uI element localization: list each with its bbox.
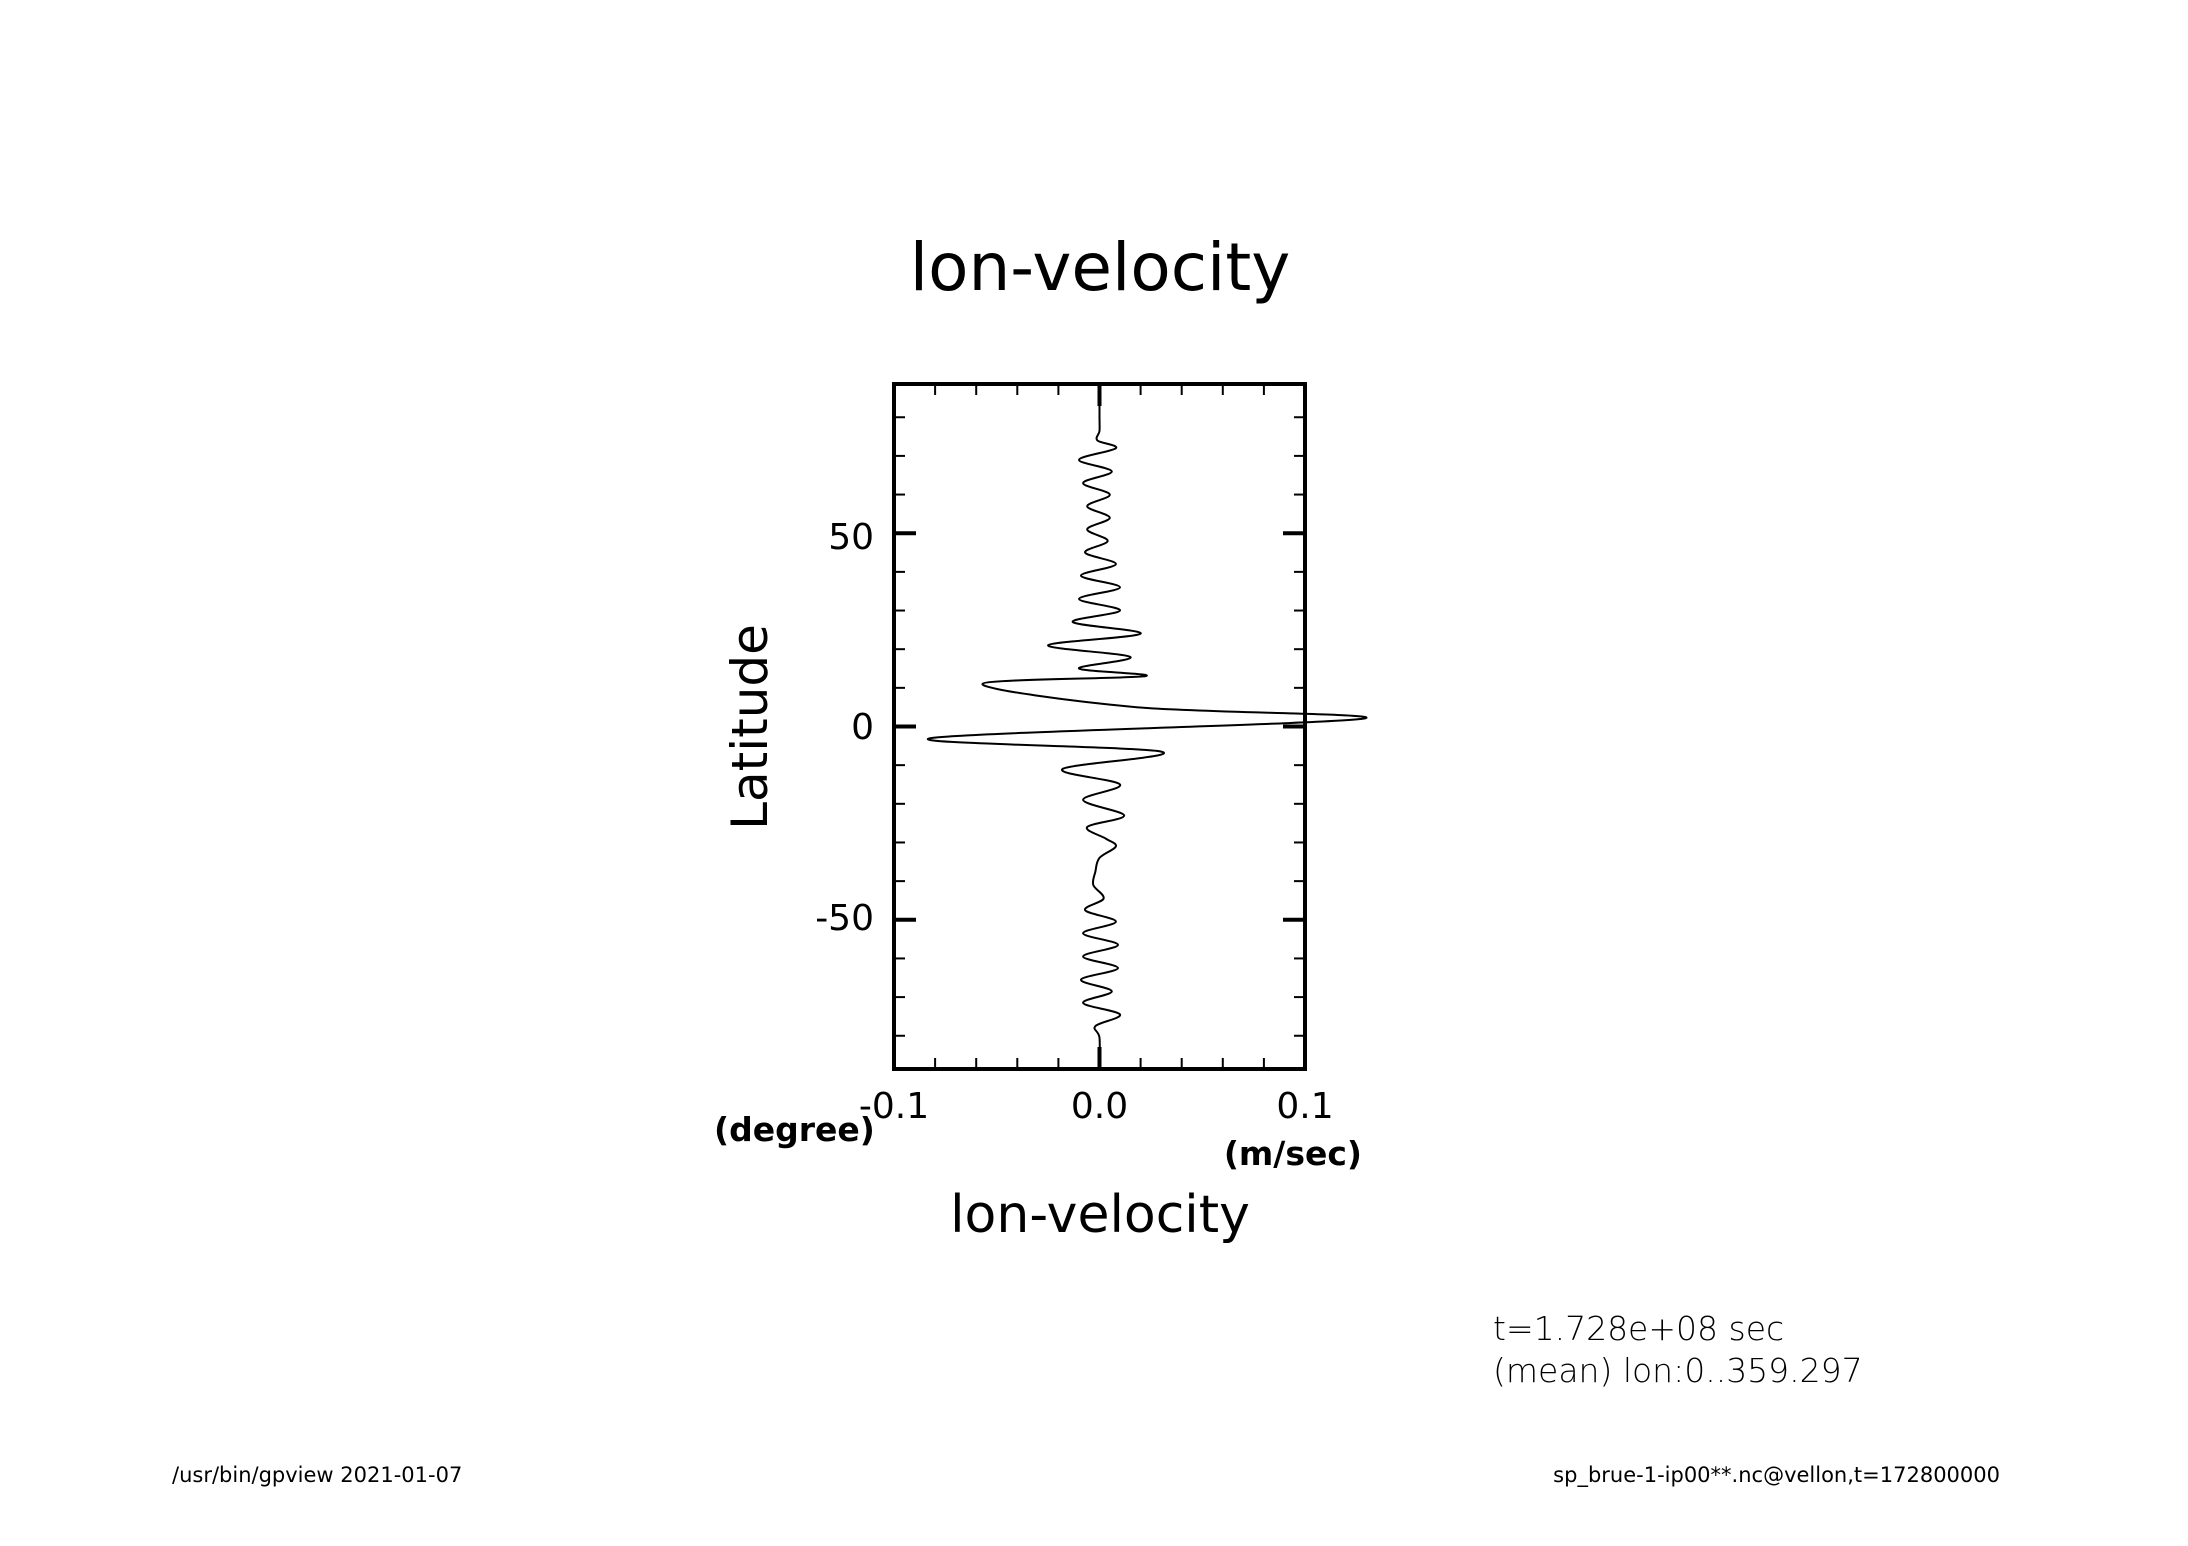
chart-title: lon-velocity [910, 229, 1291, 306]
minor-ticks [894, 384, 1305, 1069]
x-tick-label-zero: 0.0 [1071, 1086, 1128, 1127]
chart-area: lon-velocity -0.1 0.0 0.1 50 0 -50 (degr… [714, 229, 1368, 1245]
data-line [926, 401, 1368, 1070]
x-axis-label: lon-velocity [950, 1185, 1250, 1245]
y-tick-label-zero: 0 [851, 707, 874, 748]
footer-right: sp_brue-1-ip00**.nc@vellon,t=172800000 [1553, 1463, 2000, 1488]
footer-left: /usr/bin/gpview 2021-01-07 [172, 1463, 462, 1487]
x-units-label: (m/sec) [1224, 1134, 1362, 1173]
y-units-label: (degree) [714, 1110, 875, 1149]
y-tick-label-pos: 50 [828, 517, 874, 558]
major-ticks [892, 384, 1307, 1069]
mean-info: (mean) lon:0..359.297 [1493, 1351, 1863, 1390]
plot-frame [892, 382, 1307, 1071]
x-tick-label-pos: 0.1 [1276, 1086, 1333, 1127]
time-info: t=1.728e+08 sec [1493, 1309, 1784, 1348]
y-tick-label-neg: -50 [815, 898, 874, 939]
x-tick-label-neg: -0.1 [859, 1086, 929, 1127]
y-axis-label: Latitude [721, 624, 779, 830]
